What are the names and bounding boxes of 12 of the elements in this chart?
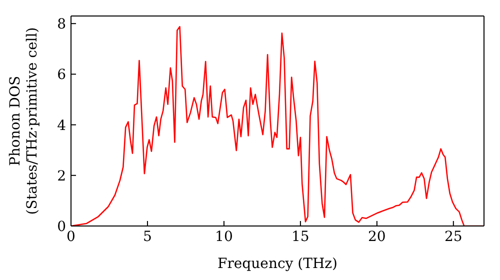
x-tick-label: 5: [143, 228, 152, 245]
y-tick-label: 4: [57, 118, 66, 134]
y-tick-label: 0: [57, 218, 66, 235]
x-tick-label: 20: [368, 228, 386, 245]
x-tick-label: 25: [444, 228, 462, 245]
y-tick-label: 6: [57, 67, 66, 84]
y-tick-label: 2: [57, 168, 66, 184]
x-tick-label: 10: [215, 228, 233, 245]
x-tick-label: 15: [292, 228, 310, 245]
y-axis-title: Phonon DOS (States/THz·primitive cell): [8, 27, 40, 215]
x-axis-title: Frequency (THz): [217, 256, 338, 272]
y-tick-label: 8: [57, 16, 66, 33]
